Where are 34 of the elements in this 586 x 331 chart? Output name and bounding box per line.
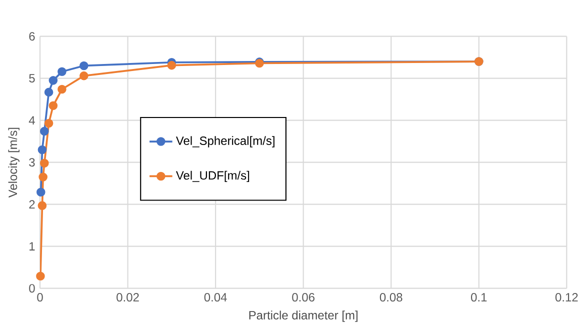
x-tick-label: 0.12	[555, 293, 578, 302]
x-tick-label: 0.1	[471, 293, 487, 302]
y-tick-label: 2	[29, 200, 35, 209]
point	[38, 172, 48, 182]
point	[40, 126, 49, 136]
point	[38, 145, 47, 154]
point	[48, 76, 58, 85]
x-axis-title: Particle diameter [m]	[249, 310, 358, 322]
point	[44, 88, 54, 97]
x-tick-label: 0.04	[204, 293, 227, 302]
point	[38, 201, 47, 210]
x-tick-label: 0	[37, 293, 43, 302]
x-tick-label: 0.06	[292, 293, 314, 302]
point	[58, 67, 66, 76]
x-tick-label: 0.08	[380, 293, 402, 302]
y-tick-label: 0	[29, 284, 35, 293]
point	[40, 158, 49, 168]
point	[79, 71, 88, 80]
y-tick-label: 1	[30, 242, 35, 250]
point	[36, 188, 46, 197]
y-tick-label: 5	[29, 74, 35, 83]
point	[167, 60, 176, 70]
y-tick-label: 4	[28, 116, 35, 124]
point	[44, 118, 54, 128]
y-tick-label: 6	[29, 32, 35, 41]
point	[48, 101, 58, 110]
point	[36, 272, 45, 281]
legend-label: Vel_Spherical[m/s]	[176, 136, 274, 148]
legend-label: Vel_UDF[m/s]	[176, 170, 250, 182]
y-tick-label: 3	[29, 158, 35, 167]
y-axis-title: Velocity [m/s]	[8, 128, 20, 198]
x-tick-label: 0.02	[116, 293, 139, 302]
point	[58, 84, 66, 94]
point	[79, 61, 88, 70]
